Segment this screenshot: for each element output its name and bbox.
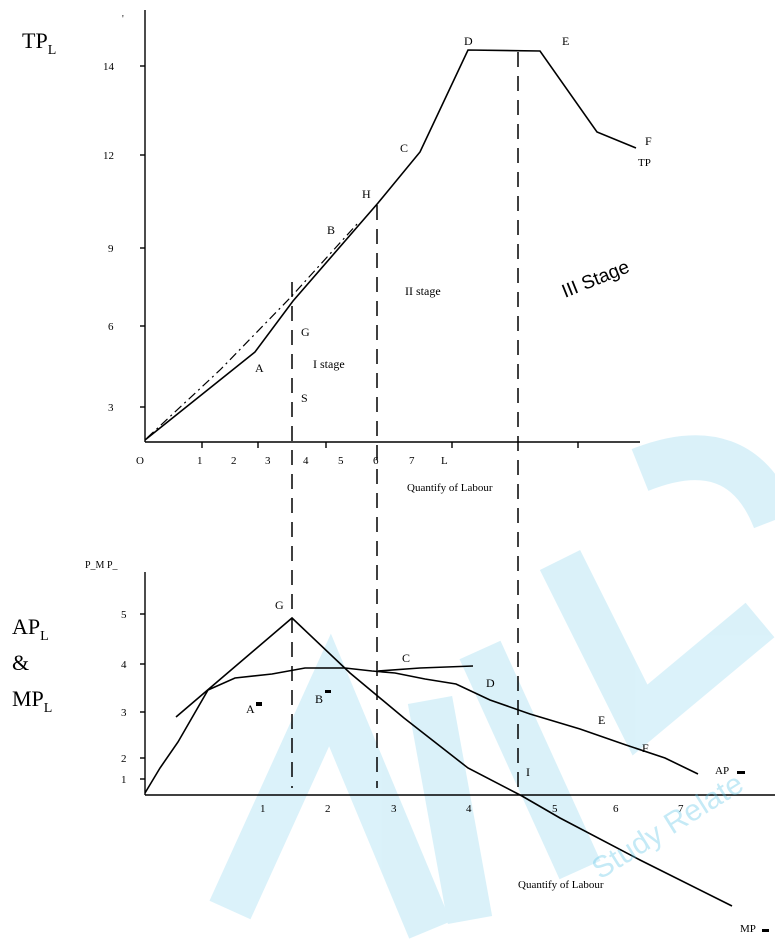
tp-ylabel: TPL	[22, 28, 56, 58]
ap-mp-ylabel-mp: MPL	[12, 686, 52, 716]
watermark-stroke	[631, 435, 775, 529]
tp-y-axis-arrow-tick: '	[122, 14, 124, 25]
ap-point-a-marker	[256, 702, 262, 706]
tp-y-tick: 6	[108, 321, 114, 333]
stage-1-label: I stage	[313, 357, 345, 371]
ap-point-d: D	[486, 676, 495, 690]
ap-mp-small-ylabel: P_M P_	[85, 560, 119, 571]
ap-mp-y-tick: 1	[121, 774, 127, 786]
tp-x-tick: 6	[373, 455, 379, 467]
ap-point-f: F	[642, 741, 649, 755]
ap-mp-y-tick: 5	[121, 609, 127, 621]
tp-point-a: A	[255, 361, 264, 375]
ap-mp-xlabel: Quantify of Labour	[518, 879, 604, 891]
watermark-stroke	[407, 695, 493, 925]
ap-point-c: C	[402, 651, 410, 665]
tp-x-tick: 1	[197, 455, 203, 467]
tp-point-b: B	[327, 223, 335, 237]
ap-mp-x-tick: 1	[260, 803, 266, 815]
ap-mp-y-tick: 4	[121, 659, 127, 671]
ap-mp-y-tick: 2	[121, 753, 127, 765]
tp-y-tick: 12	[103, 150, 114, 162]
tp-y-tick: 14	[103, 61, 115, 73]
ap-curve-label-subscript	[737, 771, 745, 774]
tp-y-tick: 3	[108, 402, 114, 414]
mp-curve-label-subscript	[762, 929, 769, 932]
tp-curve	[144, 49, 637, 441]
ap-mp-x-tick: 4	[466, 803, 472, 815]
tp-point-c: C	[400, 141, 408, 155]
ap-mp-x-tick: 2	[325, 803, 331, 815]
tp-origin-label: O	[136, 455, 144, 467]
ap-mp-x-tick: 7	[678, 803, 684, 815]
ap-mp-x-tick: 5	[552, 803, 558, 815]
ap-mp-ylabel-ap: APL	[12, 614, 49, 644]
watermark-stroke	[459, 640, 601, 880]
tp-point-e: E	[562, 34, 569, 48]
tp-xlabel: Quantify of Labour	[407, 482, 493, 494]
ap-curve	[144, 667, 699, 794]
stage-3-label: III Stage	[559, 257, 632, 303]
tp-point-s: S	[301, 391, 308, 405]
mp-point-g: G	[275, 598, 284, 612]
mp-curve-label: MP	[740, 923, 756, 935]
tp-x-tick: 5	[338, 455, 344, 467]
ap-point-b: B	[315, 692, 323, 706]
tp-x-tick: 4	[303, 455, 309, 467]
watermark-logo	[209, 435, 775, 939]
ap-point-a: A	[246, 702, 255, 716]
ap-point-e: E	[598, 713, 605, 727]
ap-flat-curve	[377, 665, 474, 672]
tp-point-g: G	[301, 325, 310, 339]
tp-point-d: D	[464, 34, 473, 48]
tp-x-tick: 2	[231, 455, 237, 467]
stage-2-label: II stage	[405, 284, 441, 298]
watermark-stroke	[539, 549, 775, 756]
tp-chart: ' TPL 14 12 9 6 3 O 1 2 3 4 5 6 7 L Quan…	[22, 10, 652, 494]
ap-mp-y-tick: 3	[121, 707, 127, 719]
mp-point-i: I	[526, 765, 530, 779]
tp-point-f: F	[645, 134, 652, 148]
mp-curve	[175, 616, 733, 907]
tp-curve-label: TP	[638, 157, 651, 169]
tp-x-tick: L	[441, 455, 448, 467]
ap-mp-ylabel-amp: &	[12, 650, 29, 675]
tp-x-tick: 3	[265, 455, 271, 467]
ap-mp-x-tick: 6	[613, 803, 619, 815]
ap-point-b-marker	[325, 690, 331, 693]
ap-curve-label: AP	[715, 765, 729, 777]
tp-point-h: H	[362, 187, 371, 201]
tp-x-tick: 7	[409, 455, 415, 467]
tp-tangent-line	[146, 222, 359, 439]
tp-y-tick: 9	[108, 243, 114, 255]
ap-mp-x-tick: 3	[391, 803, 397, 815]
watermark-text: Study Relate	[586, 767, 749, 886]
